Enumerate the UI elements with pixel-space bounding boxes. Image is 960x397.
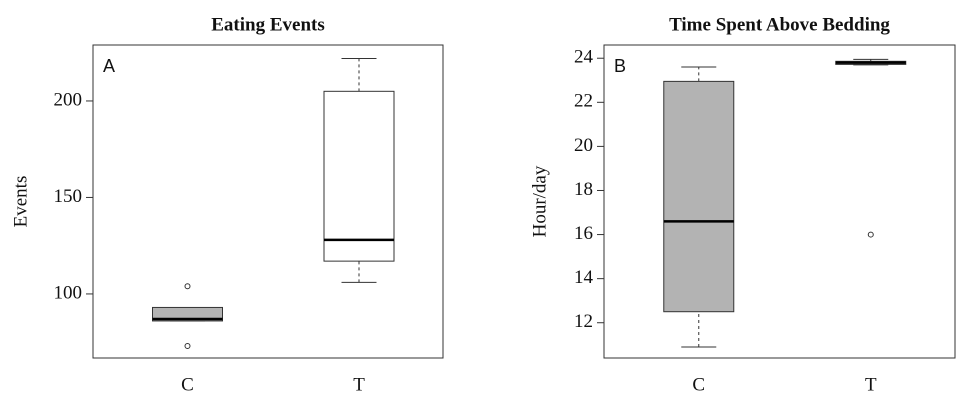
panel-label: A xyxy=(103,56,115,76)
x-tick-label: C xyxy=(181,374,194,395)
box xyxy=(663,80,735,313)
y-tick-label: 150 xyxy=(54,186,83,207)
y-tick-label: 12 xyxy=(574,311,593,332)
chart-title: Time Spent Above Bedding xyxy=(669,14,890,35)
chart-title: Eating Events xyxy=(211,14,325,35)
panel-label: B xyxy=(614,56,626,76)
box xyxy=(152,306,223,322)
y-tick-label: 18 xyxy=(574,179,593,200)
y-axis-label: Hour/day xyxy=(529,165,550,237)
y-axis-label: Events xyxy=(10,176,31,228)
plot-frame xyxy=(92,44,444,359)
x-tick-label: C xyxy=(692,374,705,395)
outlier xyxy=(867,231,874,238)
x-tick-label: T xyxy=(865,374,877,395)
y-tick-label: 100 xyxy=(54,282,83,303)
outlier xyxy=(184,343,191,350)
y-tick-label: 16 xyxy=(574,223,593,244)
y-tick-label: 22 xyxy=(574,91,593,112)
box xyxy=(323,90,395,262)
y-tick-label: 20 xyxy=(574,135,593,156)
x-tick-label: T xyxy=(353,374,365,395)
plot-frame xyxy=(603,44,956,359)
y-tick-label: 24 xyxy=(574,47,594,68)
y-tick-label: 200 xyxy=(54,89,83,110)
y-tick-label: 14 xyxy=(574,267,594,288)
outlier xyxy=(184,283,191,290)
